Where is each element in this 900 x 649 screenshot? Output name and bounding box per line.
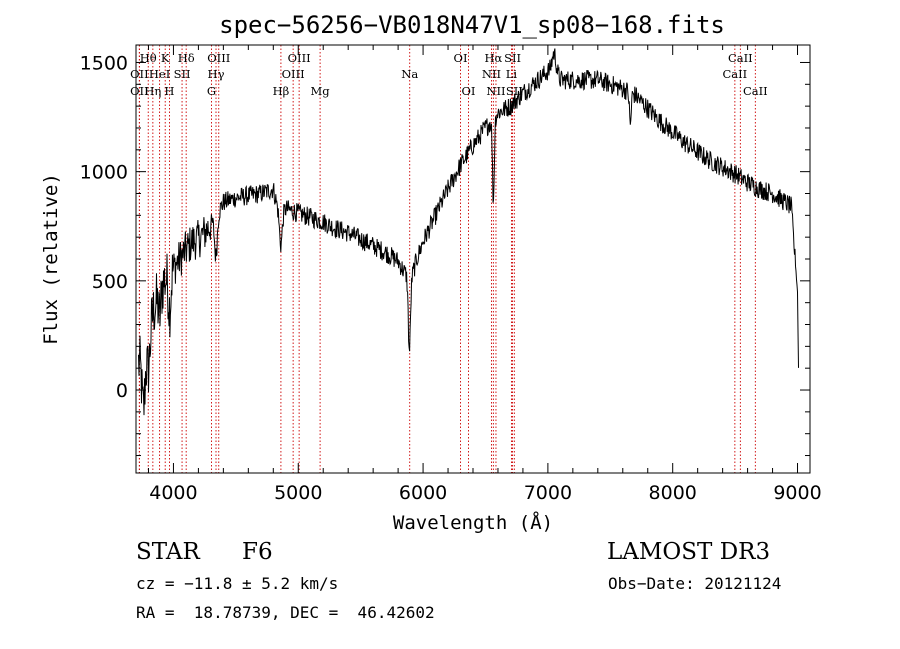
y-axis: 0 500 1000 1500: [80, 52, 810, 457]
x-tick-label: 4000: [149, 482, 197, 504]
plot-frame: [135, 44, 811, 474]
spectrum-line: [138, 48, 799, 416]
object-class: STAR: [136, 539, 200, 565]
survey-name: LAMOST DR3: [607, 539, 771, 565]
x-axis-label: Wavelength (Å): [393, 511, 553, 534]
line-label: CaII: [728, 51, 753, 65]
x-tick-label: 8000: [649, 482, 697, 504]
line-label: OII: [130, 84, 149, 98]
y-tick-label: 500: [92, 271, 128, 293]
x-tick-label: 5000: [274, 482, 322, 504]
line-label: SII: [504, 51, 521, 65]
x-tick-label: 7000: [524, 482, 572, 504]
line-markers: [138, 45, 756, 473]
line-label: Hδ: [178, 51, 195, 65]
line-label: CaII: [722, 67, 747, 81]
line-label: H: [164, 84, 174, 98]
line-label: Hβ: [273, 84, 290, 98]
y-axis-label: Flux (relative): [40, 173, 62, 345]
y-tick-label: 0: [116, 380, 128, 402]
line-label: OII: [130, 67, 149, 81]
line-label: OIII: [207, 51, 230, 65]
line-label: HeI: [149, 67, 170, 81]
line-label: OIII: [288, 51, 311, 65]
y-tick-label: 1500: [80, 52, 128, 74]
line-label: OI: [454, 51, 468, 65]
line-label: SII: [174, 67, 191, 81]
line-label: Hθ: [140, 51, 157, 65]
observation-date: Obs−Date: 20121124: [608, 574, 782, 593]
redshift-cz: cz = −11.8 ± 5.2 km/s: [136, 574, 339, 593]
line-label: OIII: [282, 67, 305, 81]
line-label: Hα: [484, 51, 502, 65]
line-label: Na: [401, 67, 418, 81]
line-label: Li: [506, 67, 518, 81]
line-label: K: [161, 51, 170, 65]
spectrum-chart: spec−56256−VB018N47V1_sp08−168.fits Hθ OI…: [40, 11, 822, 534]
line-label: Hη: [144, 84, 161, 98]
line-label: Hγ: [208, 67, 225, 81]
object-subclass: F6: [242, 539, 273, 565]
line-label: G: [207, 84, 216, 98]
line-label: NII: [486, 84, 505, 98]
ra-dec-coordinates: RA = 18.78739, DEC = 46.42602: [136, 603, 435, 622]
chart-title: spec−56256−VB018N47V1_sp08−168.fits: [219, 11, 725, 39]
y-tick-label: 1000: [80, 162, 128, 184]
x-tick-label: 9000: [773, 482, 821, 504]
x-tick-label: 6000: [399, 482, 447, 504]
line-label: NII: [482, 67, 501, 81]
line-label: CaII: [743, 84, 768, 98]
x-axis: 4000 5000 6000 7000 8000 9000: [147, 45, 822, 504]
line-label: OI: [462, 84, 476, 98]
line-label: Mg: [311, 84, 331, 98]
